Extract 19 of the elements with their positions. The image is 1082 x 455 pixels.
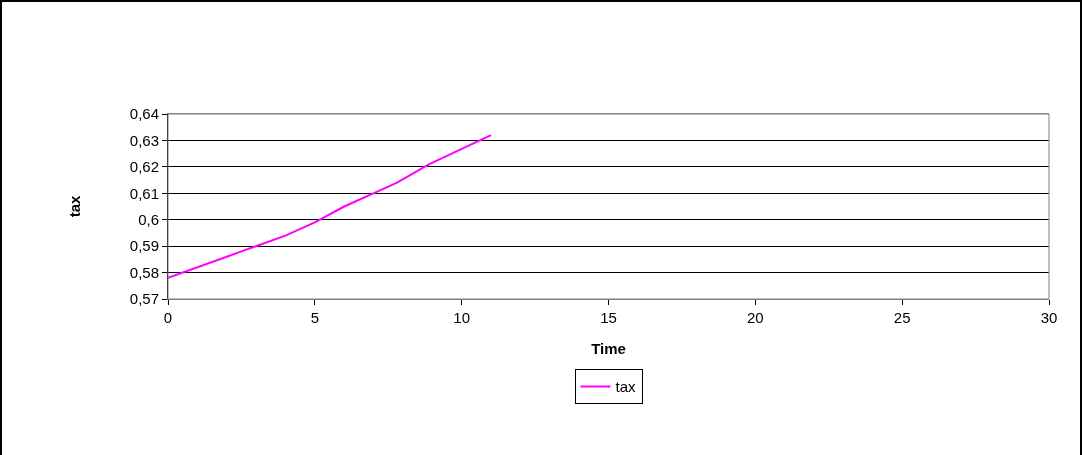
x-tick-label: 15 [600, 309, 617, 326]
x-tick-label: 30 [1040, 309, 1058, 326]
y-tick-label: 0,6 [138, 210, 159, 228]
y-tick-label: 0,59 [129, 237, 159, 255]
y-tick-label: 0,64 [129, 105, 159, 123]
x-tick-label: 5 [310, 309, 319, 326]
x-tick-label: 0 [163, 309, 173, 326]
y-tick-label: 0,58 [129, 263, 159, 281]
legend-label: tax [615, 378, 637, 396]
y-tick-label: 0,62 [129, 158, 159, 176]
y-tick-label: 0,57 [129, 290, 159, 308]
x-tick-label: 20 [746, 309, 764, 326]
x-tick-label: 25 [893, 309, 911, 326]
y-axis-title: tax [66, 195, 84, 218]
y-tick-label: 0,61 [129, 184, 159, 202]
x-axis-title: Time [591, 340, 626, 357]
line-series [168, 134, 493, 279]
x-tick-label: 10 [453, 309, 471, 326]
y-tick-label: 0,63 [129, 131, 159, 149]
